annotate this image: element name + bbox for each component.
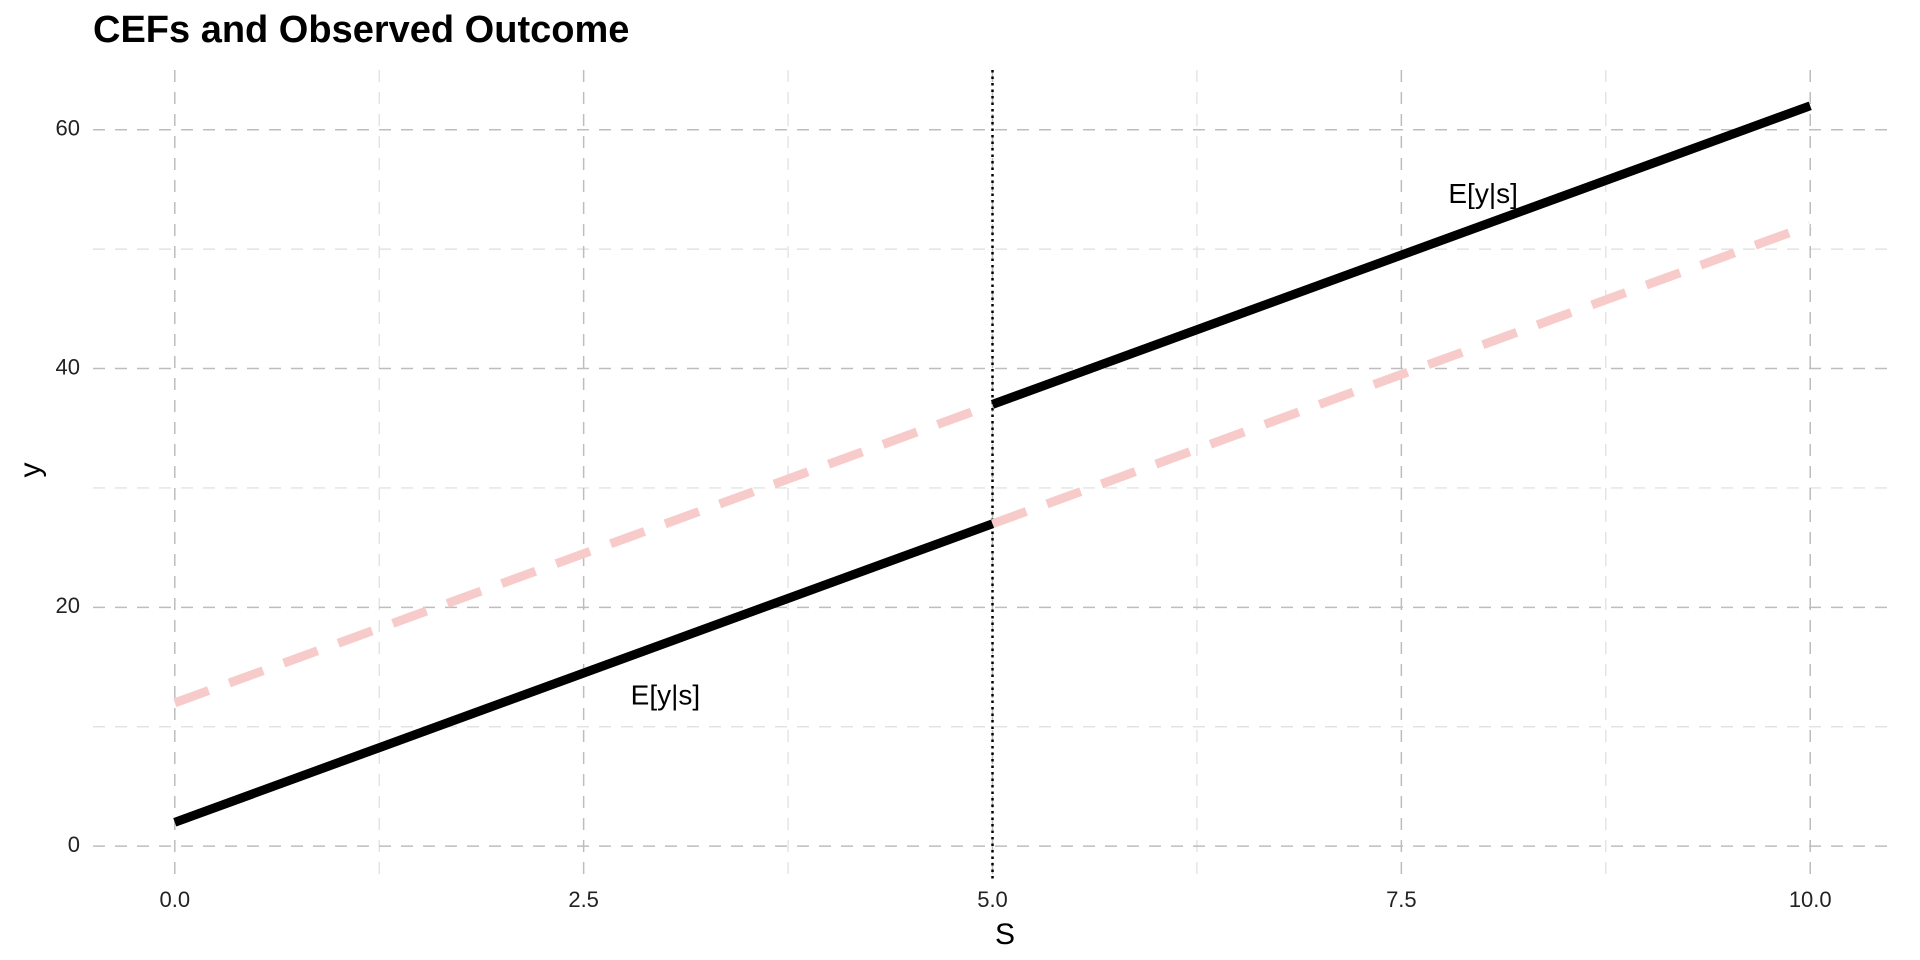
annotation-label-0: E[y|s]: [631, 679, 701, 710]
series-0-segment-0: [173, 519, 995, 827]
chart-title: CEFs and Observed Outcome: [93, 9, 629, 51]
x-tick-label-3: 7.5: [1386, 887, 1417, 912]
x-tick-label-2: 5.0: [977, 887, 1008, 912]
y-tick-label-1: 20: [56, 593, 80, 618]
series-1-segment-1: [990, 220, 1812, 529]
tick-labels: 0.0 2.5 5.0 7.5 10.0 0 20 40 60: [56, 116, 1832, 912]
x-axis-label: S: [995, 918, 1015, 951]
y-axis-label: y: [14, 463, 47, 478]
y-tick-label-3: 60: [56, 116, 80, 141]
series-1-segment-0: [173, 400, 995, 708]
annotation-label-1: E[y|s]: [1448, 178, 1518, 209]
series-0-segment-1: [990, 101, 1812, 409]
series-group: [173, 101, 1812, 827]
x-tick-label-0: 0.0: [159, 887, 190, 912]
y-tick-label-0: 0: [68, 832, 80, 857]
series-1: [173, 220, 1812, 708]
x-tick-label-4: 10.0: [1789, 887, 1832, 912]
y-tick-label-2: 40: [56, 354, 80, 379]
series-0: [173, 101, 1812, 827]
annotation-group: E[y|s] E[y|s]: [631, 178, 1518, 711]
x-tick-label-1: 2.5: [568, 887, 599, 912]
